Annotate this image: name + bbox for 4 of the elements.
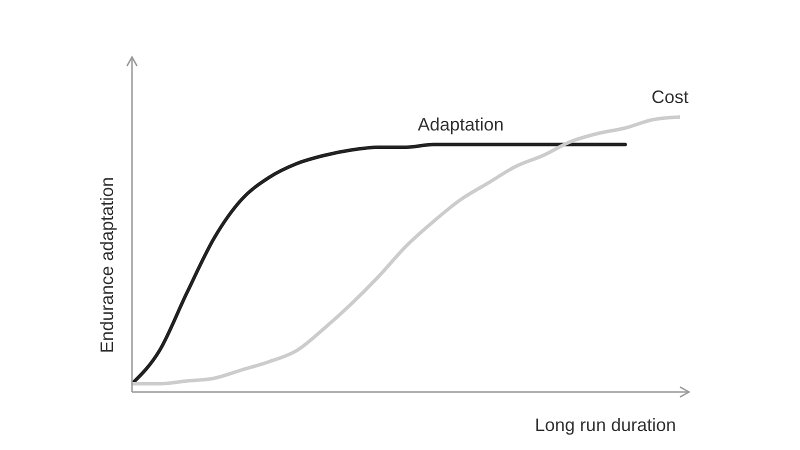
- y-axis-title: Endurance adaptation: [97, 176, 117, 354]
- series-label: Cost: [651, 87, 689, 107]
- x-axis-title: Long run duration: [534, 415, 676, 435]
- series-label: Adaptation: [418, 114, 504, 134]
